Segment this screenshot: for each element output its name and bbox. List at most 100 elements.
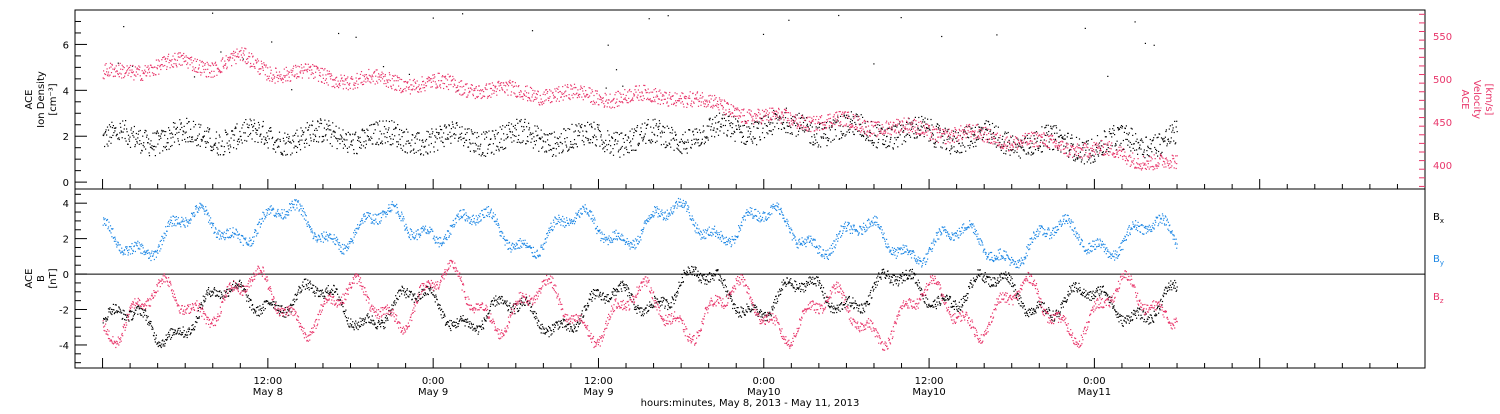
data-point: [195, 124, 196, 125]
data-point: [272, 137, 273, 138]
data-point: [1014, 150, 1015, 151]
field-y-tick-label: 4: [63, 199, 69, 210]
data-point: [508, 85, 509, 86]
data-point: [606, 144, 607, 145]
data-point: [585, 125, 586, 126]
data-point: [1119, 150, 1120, 151]
data-point: [453, 126, 454, 127]
data-point: [963, 145, 964, 146]
data-point: [684, 143, 685, 144]
data-point: [328, 84, 329, 85]
data-point: [781, 113, 782, 114]
data-point: [1143, 152, 1144, 153]
data-point: [213, 292, 214, 293]
data-point: [491, 152, 492, 153]
data-point: [142, 80, 143, 81]
data-point: [1026, 153, 1027, 154]
data-point: [479, 85, 480, 86]
data-point: [295, 65, 296, 66]
data-point: [1017, 149, 1018, 150]
data-point: [1029, 133, 1030, 134]
data-point: [660, 104, 661, 105]
data-point: [978, 135, 979, 136]
data-point: [896, 119, 897, 120]
data-point: [435, 142, 436, 143]
data-point: [712, 107, 713, 108]
data-point: [257, 71, 258, 72]
data-point: [729, 116, 730, 117]
data-point: [1132, 152, 1133, 153]
data-point: [1108, 145, 1109, 146]
data-point: [188, 331, 189, 332]
data-point: [954, 151, 955, 152]
data-point: [110, 312, 111, 313]
data-point: [290, 304, 291, 305]
data-point: [1031, 132, 1032, 133]
data-point: [296, 299, 297, 300]
data-point: [969, 147, 970, 148]
data-point: [766, 113, 767, 114]
data-point: [324, 68, 325, 69]
data-point: [219, 135, 220, 136]
data-point: [295, 133, 296, 134]
data-point: [710, 95, 711, 96]
data-point: [531, 134, 532, 135]
data-point: [541, 130, 542, 131]
data-point: [1044, 139, 1045, 140]
data-point: [165, 147, 166, 148]
data-point: [855, 124, 856, 125]
data-point: [895, 129, 896, 130]
data-point: [538, 151, 539, 152]
data-point: [107, 74, 108, 75]
data-point: [1145, 43, 1146, 44]
data-point: [312, 121, 313, 122]
data-point: [948, 141, 949, 142]
data-point: [538, 102, 539, 103]
data-point: [1036, 141, 1037, 142]
data-point: [947, 132, 948, 133]
data-point: [681, 153, 682, 154]
data-point: [503, 133, 504, 134]
data-point: [276, 77, 277, 78]
data-point: [731, 116, 732, 117]
data-point: [860, 131, 861, 132]
data-point: [1146, 137, 1147, 138]
data-point: [1170, 160, 1171, 161]
data-point: [943, 142, 944, 143]
data-point: [738, 121, 739, 122]
data-point: [170, 330, 171, 331]
data-point: [549, 96, 550, 97]
data-point: [1100, 150, 1101, 151]
data-point: [1038, 145, 1039, 146]
data-point: [803, 122, 804, 123]
data-point: [150, 323, 151, 324]
data-point: [916, 132, 917, 133]
data-point: [310, 134, 311, 135]
data-point: [278, 78, 279, 79]
data-point: [255, 311, 256, 312]
data-point: [204, 65, 205, 66]
data-point: [923, 119, 924, 120]
data-point: [583, 93, 584, 94]
data-point: [254, 309, 255, 310]
data-point: [278, 305, 279, 306]
data-point: [248, 301, 249, 302]
data-point: [163, 345, 164, 346]
data-point: [559, 153, 560, 154]
data-point: [510, 83, 511, 84]
data-point: [842, 114, 843, 115]
data-point: [634, 128, 635, 129]
data-point: [829, 114, 830, 115]
data-point: [698, 139, 699, 140]
data-point: [512, 81, 513, 82]
data-point: [203, 296, 204, 297]
data-point: [537, 126, 538, 127]
data-point: [356, 37, 357, 38]
data-point: [386, 79, 387, 80]
data-point: [105, 65, 106, 66]
data-point: [724, 118, 725, 119]
data-point: [616, 143, 617, 144]
data-point: [817, 142, 818, 143]
data-point: [638, 100, 639, 101]
data-point: [826, 119, 827, 120]
